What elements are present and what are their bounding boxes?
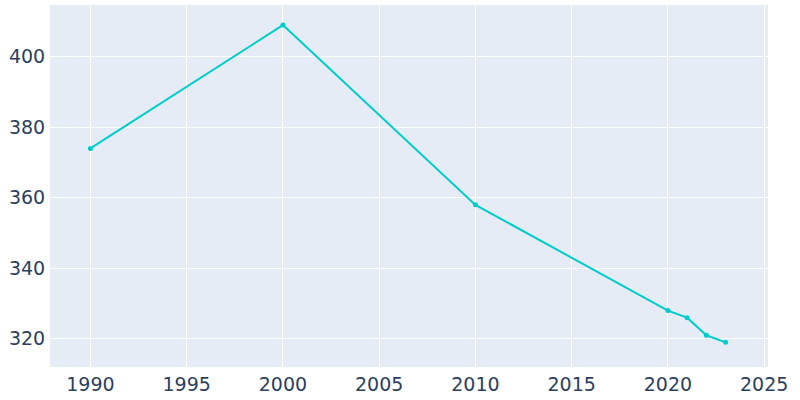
svg-text:2015: 2015 [547,373,595,395]
svg-text:400: 400 [9,45,45,67]
svg-text:380: 380 [9,116,45,138]
svg-text:2010: 2010 [451,373,499,395]
svg-text:2025: 2025 [740,373,788,395]
svg-text:320: 320 [9,327,45,349]
svg-text:2000: 2000 [259,373,307,395]
svg-text:2005: 2005 [355,373,403,395]
svg-text:1995: 1995 [162,373,210,395]
svg-text:2020: 2020 [644,373,692,395]
svg-text:360: 360 [9,186,45,208]
svg-text:340: 340 [9,257,45,279]
svg-text:1990: 1990 [66,373,114,395]
